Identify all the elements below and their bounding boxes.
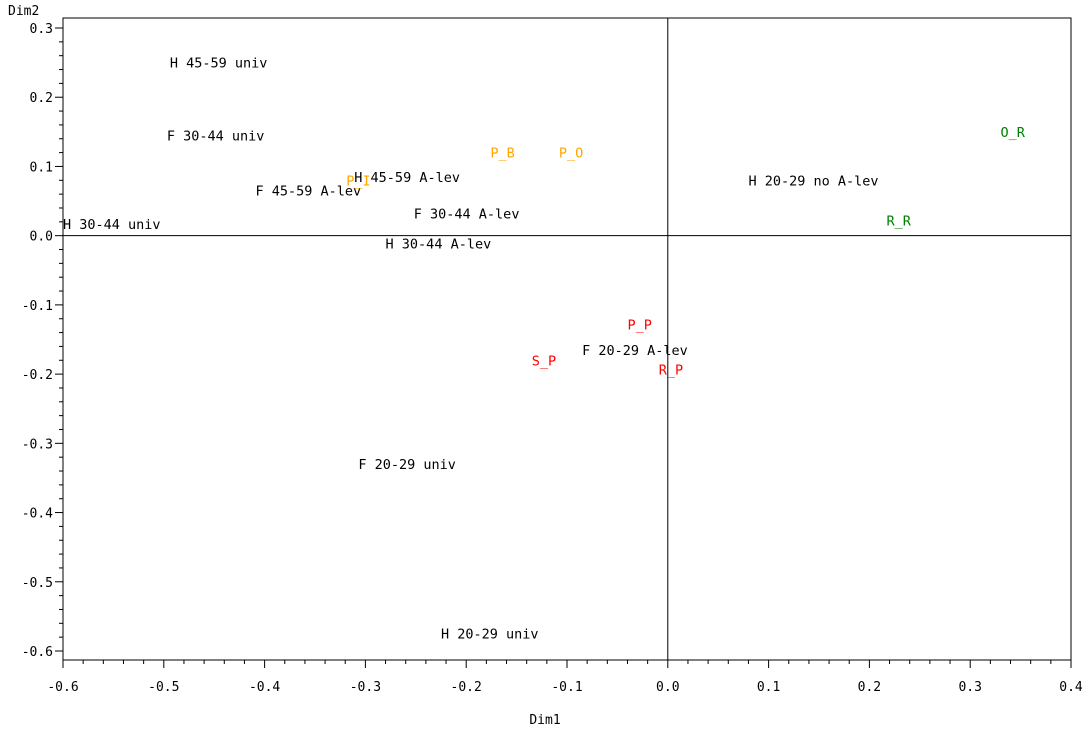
point-label: P_P xyxy=(627,317,651,333)
x-tick-label: -0.4 xyxy=(249,680,280,695)
point-label: F 45-59 A-lev xyxy=(256,184,362,200)
x-tick-label: -0.2 xyxy=(451,680,482,695)
x-tick-label: -0.3 xyxy=(350,680,381,695)
y-axis: -0.6 -0.5 -0.4 -0.3 -0.2 -0.1 0.0 0.1 0.2 0.3 xyxy=(22,22,63,660)
point-label: F 30-44 univ xyxy=(167,128,265,144)
x-tick-label: -0.6 xyxy=(47,680,78,695)
y-tick-label: -0.3 xyxy=(22,437,53,452)
point-label: P_I xyxy=(346,173,370,189)
x-tick-label: 0.0 xyxy=(656,680,679,695)
x-axis: -0.6 -0.5 -0.4 -0.3 -0.2 -0.1 0.0 0.1 0.2 0.3 0.4 xyxy=(47,660,1083,695)
x-tick-label: -0.1 xyxy=(551,680,582,695)
x-tick-label: 0.1 xyxy=(757,680,780,695)
point-label: R_R xyxy=(887,213,912,229)
point-labels: H 45-59 univ F 30-44 univ F 45-59 A-lev H 3… xyxy=(63,56,1026,643)
x-tick-label: 0.3 xyxy=(958,680,981,695)
reference-lines xyxy=(63,18,1071,660)
x-axis-title: Dim1 xyxy=(529,713,560,728)
point-label: P_B xyxy=(490,146,514,162)
point-label: O_R xyxy=(1000,125,1025,141)
y-tick-label: 0.1 xyxy=(30,160,53,175)
x-tick-label: 0.4 xyxy=(1059,680,1083,695)
point-label: H 45-59 A-lev xyxy=(354,170,460,186)
point-label: P_O xyxy=(559,146,583,162)
y-tick-label: -0.6 xyxy=(22,645,53,660)
point-label: H 20-29 univ xyxy=(441,627,539,643)
y-tick-label: -0.1 xyxy=(22,299,53,314)
y-tick-label: -0.5 xyxy=(22,576,53,591)
y-tick-label: -0.4 xyxy=(22,507,53,522)
y-tick-label: 0.0 xyxy=(30,230,53,245)
y-tick-label: 0.2 xyxy=(30,91,53,106)
point-label: H 45-59 univ xyxy=(170,56,268,72)
point-label: H 30-44 univ xyxy=(63,217,161,233)
point-label: F 20-29 A-lev xyxy=(582,343,688,359)
y-axis-title: Dim2 xyxy=(8,4,39,19)
x-tick-label: -0.5 xyxy=(148,680,179,695)
y-tick-label: -0.2 xyxy=(22,368,53,383)
point-label: F 20-29 univ xyxy=(358,457,456,473)
point-label: H 30-44 A-lev xyxy=(386,236,492,252)
point-label: F 30-44 A-lev xyxy=(414,207,520,223)
point-label: S_P xyxy=(532,353,556,369)
y-tick-label: 0.3 xyxy=(30,22,53,37)
point-label: R_P xyxy=(659,362,683,378)
plot-frame xyxy=(62,17,1072,661)
x-tick-label: 0.2 xyxy=(858,680,881,695)
point-label: H 20-29 no A-lev xyxy=(748,173,878,189)
